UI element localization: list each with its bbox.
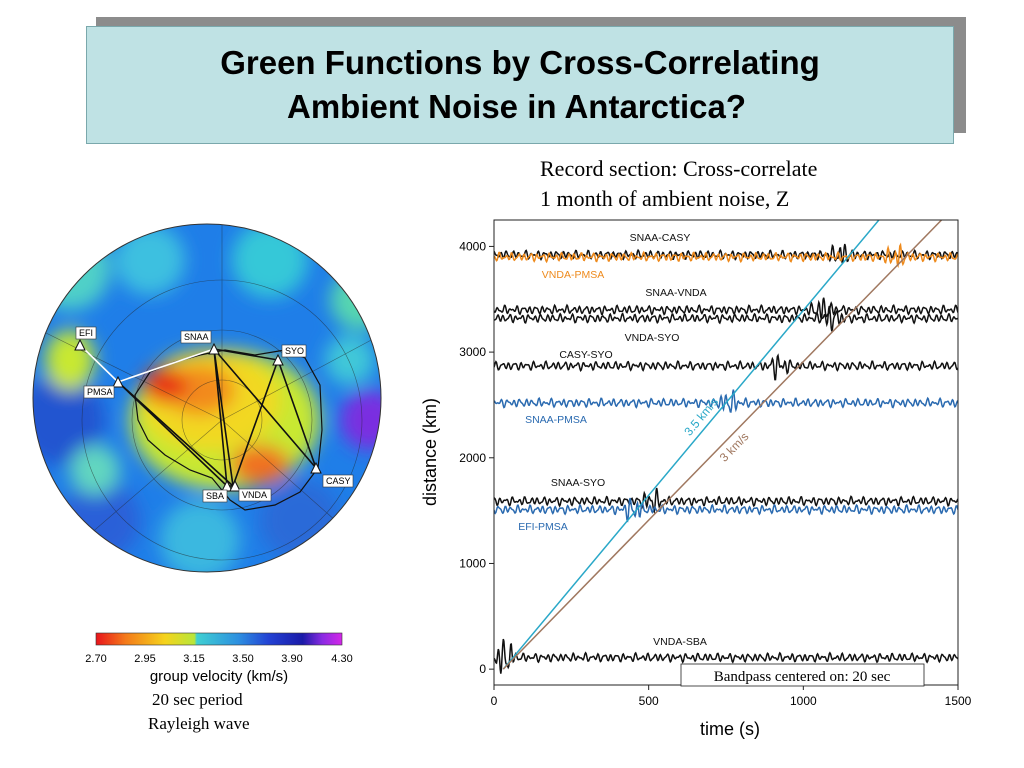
traces-layer [494, 242, 958, 674]
station-marker-pmsa [112, 375, 124, 388]
colorbar-label: group velocity (km/s) [150, 668, 288, 685]
x-tick-label: 0 [491, 694, 498, 708]
y-tick-label: 3000 [459, 345, 486, 359]
trace-label: CASY-SYO [559, 349, 612, 361]
colorbar-tick: 2.70 [85, 653, 106, 665]
station-marker-syo [272, 353, 284, 366]
station-label-casy: CASY [326, 476, 351, 486]
y-tick-label: 0 [479, 662, 486, 676]
station-label-sba: SBA [206, 491, 224, 501]
station-label-efi: EFI [79, 328, 93, 338]
map-caption-line2: Rayleigh wave [148, 714, 250, 733]
station-label-pmsa: PMSA [87, 387, 113, 397]
y-tick-label: 4000 [459, 239, 486, 253]
record-caption-line2: 1 month of ambient noise, Z [540, 186, 790, 211]
trace-vnda-pmsa [494, 242, 958, 269]
colorbar-tick: 3.50 [232, 653, 253, 665]
bandpass-box [680, 663, 925, 687]
velocity-lines-layer [502, 220, 943, 670]
colorbar-tick: 2.95 [134, 653, 155, 665]
trace-labels-layer: SNAA-CASY VNDA-PMSA SNAA-VNDA VNDA-SYO CASY-… [518, 232, 707, 648]
trace-snaa-syo [494, 487, 958, 514]
title-box: Green Functions by Cross-Correlating Amb… [86, 26, 954, 144]
colorbar-tick: 4.30 [331, 653, 352, 665]
velocity-line [502, 220, 943, 670]
colorbar-tick: 3.90 [281, 653, 302, 665]
station-marker-casy [310, 461, 322, 474]
y-axis-label: distance (km) [420, 398, 440, 506]
x-tick-label: 500 [639, 694, 659, 708]
velocity-label: 3 km/s [717, 430, 752, 465]
y-tick-label: 2000 [459, 451, 486, 465]
x-tick-label: 1500 [945, 694, 972, 708]
trace-label: SNAA-PMSA [525, 414, 587, 426]
trace-efi-pmsa [494, 497, 958, 523]
trace-snaa-vnda [494, 297, 958, 320]
trace-label: VNDA-SBA [653, 636, 707, 648]
station-label-vnda: VNDA [242, 490, 267, 500]
page-title-line1: Green Functions by Cross-Correlating [220, 44, 820, 81]
station-markers [74, 338, 322, 492]
record-caption-line1: Record section: Cross-correlate [540, 156, 818, 181]
trace-casy-syo [494, 353, 958, 381]
page-title-line2: Ambient Noise in Antarctica? [287, 88, 747, 125]
colorbar [95, 632, 343, 646]
map-caption-line1: 20 sec period [152, 690, 243, 709]
trace-snaa-pmsa [494, 389, 958, 413]
trace-label: SNAA-VNDA [645, 287, 706, 299]
trace-label: SNAA-CASY [630, 232, 691, 244]
station-label-snaa: SNAA [184, 332, 209, 342]
station-marker-snaa [208, 342, 220, 355]
map-border [32, 223, 382, 573]
x-axis-label: time (s) [700, 719, 760, 739]
trace-label: EFI-PMSA [518, 521, 568, 533]
station-marker-efi [74, 338, 86, 351]
trace-vnda-sba [494, 638, 958, 674]
trace-label: VNDA-SYO [625, 332, 680, 344]
trace-label: SNAA-SYO [551, 477, 605, 489]
station-marker-vnda [229, 479, 241, 492]
velocity-line [502, 220, 880, 670]
trace-vnda-syo [494, 305, 958, 332]
y-tick-label: 1000 [459, 556, 486, 570]
axes-layer: 0 500 1000 1500 0 1000 2000 3000 4000 time (s) dis… [420, 239, 972, 739]
station-label-syo: SYO [285, 346, 304, 356]
colorbar-tick: 3.15 [183, 653, 204, 665]
bandpass-note: Bandpass centered on: 20 sec [714, 669, 891, 685]
x-tick-label: 1000 [790, 694, 817, 708]
trace-label: VNDA-PMSA [542, 269, 604, 281]
ray-paths [117, 348, 317, 487]
